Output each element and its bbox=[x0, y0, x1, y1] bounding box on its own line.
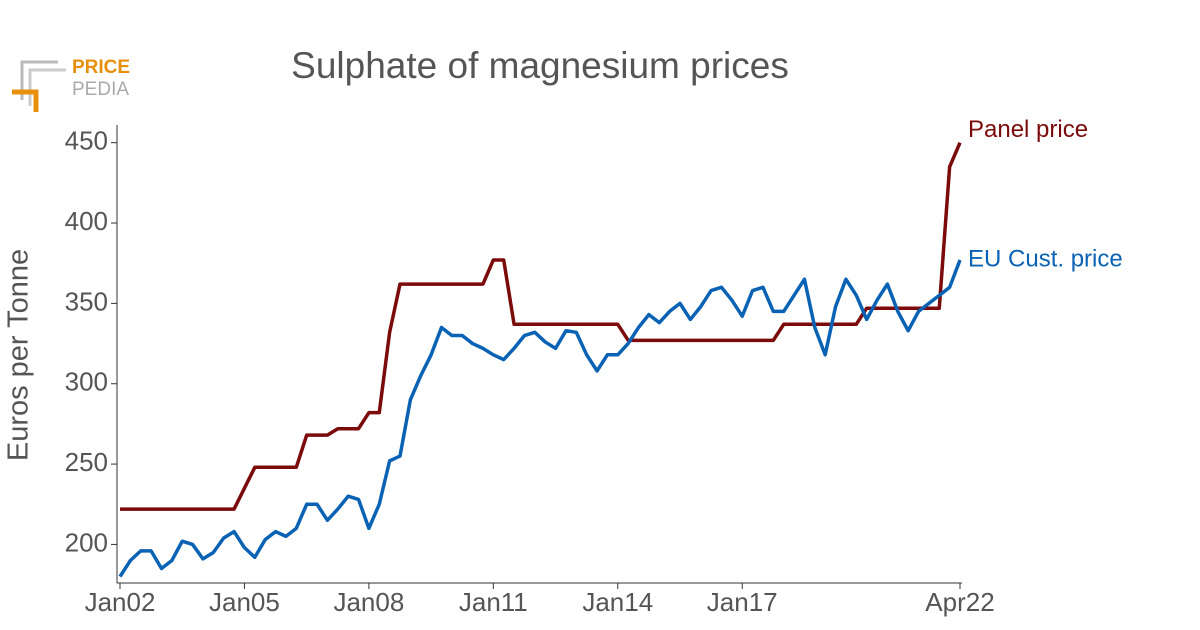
series-line bbox=[120, 141, 962, 511]
logo-shape bbox=[20, 60, 58, 100]
logo-text: PEDIA bbox=[72, 79, 129, 100]
x-tick-label: Jan05 bbox=[209, 587, 280, 617]
logo: PRICE PEDIA bbox=[12, 57, 130, 112]
logo-shape bbox=[12, 89, 39, 112]
series-line bbox=[118, 259, 962, 578]
logo-text: PRICE bbox=[72, 57, 130, 78]
legend-label: Panel price bbox=[968, 116, 1088, 143]
x-tick-label: Jan17 bbox=[707, 587, 778, 617]
x-tick-label: Jan14 bbox=[582, 587, 653, 617]
y-axis-label: Euros per Tonne bbox=[3, 249, 35, 461]
x-tick-label: Jan11 bbox=[459, 587, 528, 617]
x-tick-label: Apr22 bbox=[925, 587, 994, 617]
y-tick-label: 250 bbox=[65, 447, 108, 477]
legend-label: EU Cust. price bbox=[968, 245, 1123, 272]
chart-title: Sulphate of magnesium prices bbox=[291, 45, 789, 86]
y-tick-label: 200 bbox=[65, 527, 108, 557]
x-tick-label: Jan02 bbox=[85, 587, 156, 617]
y-tick-label: 350 bbox=[65, 286, 108, 316]
y-tick-label: 400 bbox=[65, 206, 108, 236]
y-tick-label: 450 bbox=[65, 126, 108, 156]
x-tick-label: Jan08 bbox=[333, 587, 404, 617]
y-tick-label: 300 bbox=[65, 367, 108, 397]
